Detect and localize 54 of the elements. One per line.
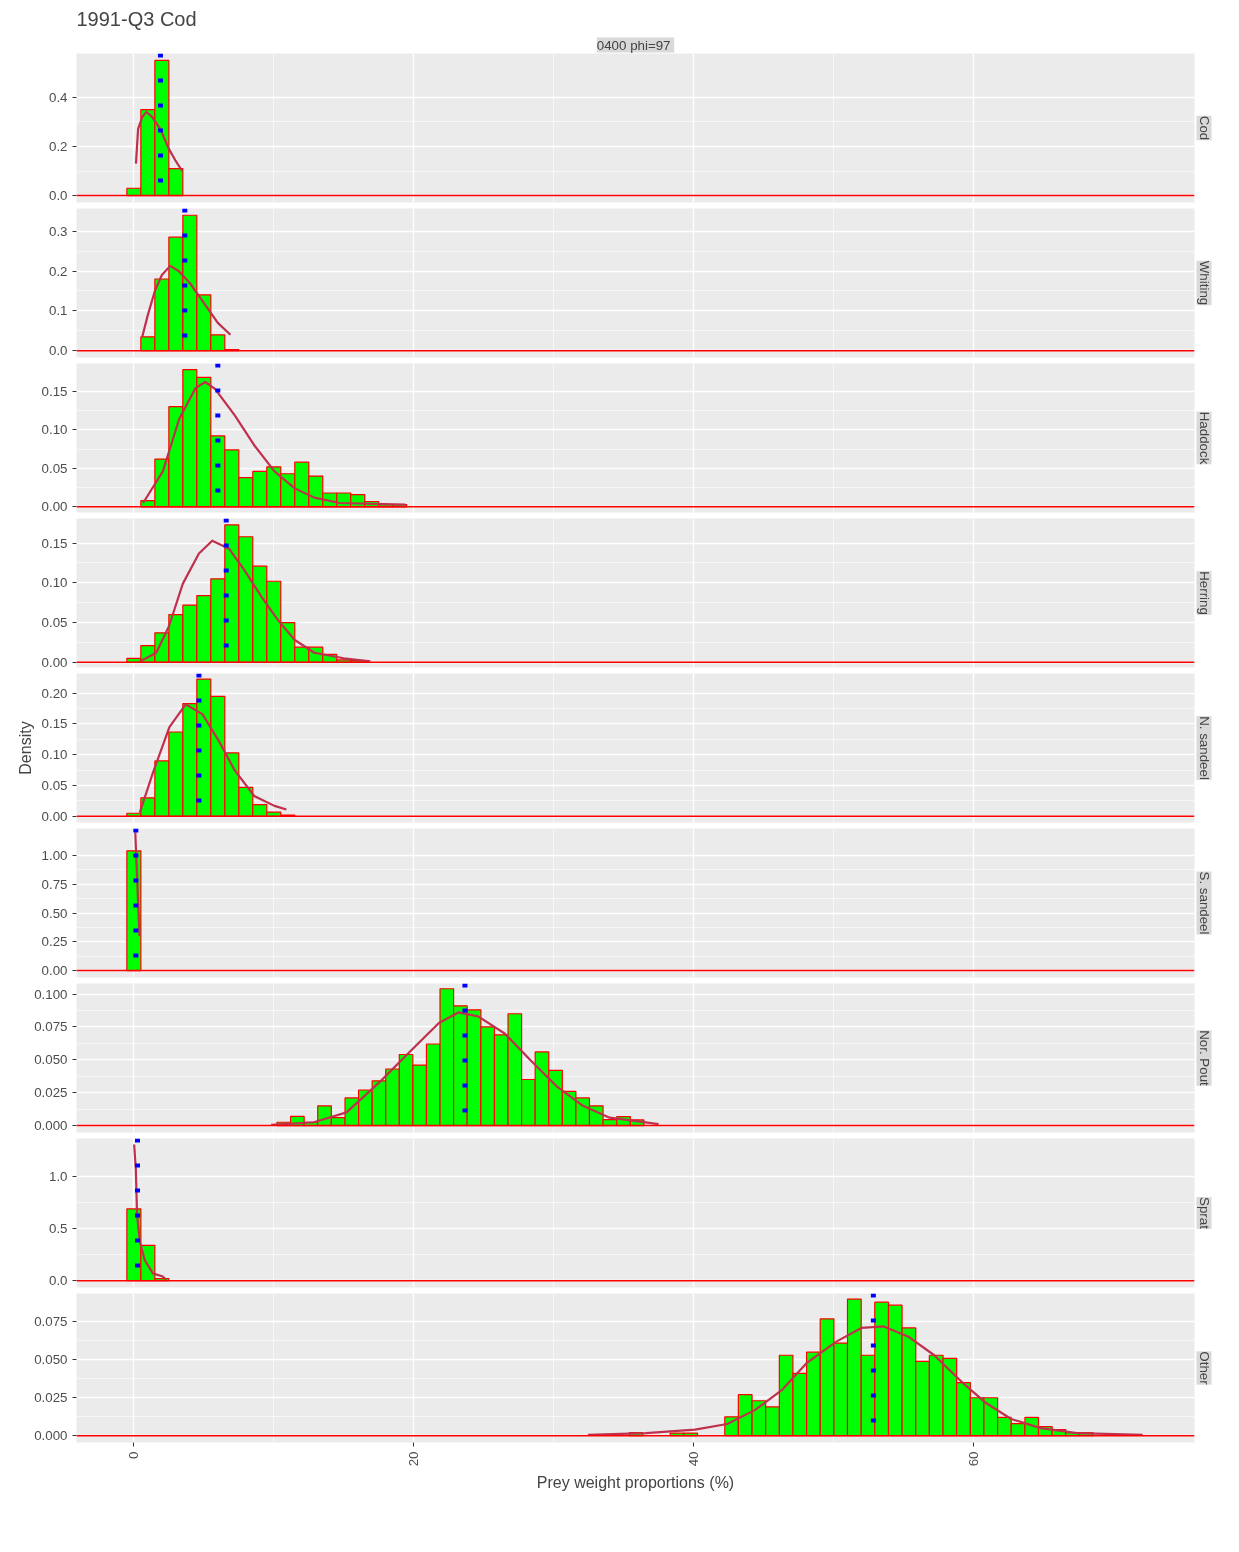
x-tick-label: 40 <box>686 1451 702 1467</box>
y-tick-label: 0.10 <box>41 575 68 591</box>
x-tick-label: 20 <box>406 1451 422 1467</box>
chart-title: 1991-Q3 Cod <box>76 7 197 30</box>
y-tick-label: 1.00 <box>41 847 68 863</box>
y-tick-label: 0.00 <box>41 654 68 670</box>
y2-axis-title: Nor. Pout <box>1196 1030 1212 1087</box>
y-tick-label: 0.075 <box>34 1314 68 1330</box>
y-tick-label: 0.000 <box>34 1118 68 1134</box>
y-tick-label: 0.50 <box>41 905 68 921</box>
y-tick-label: 0.025 <box>34 1390 68 1406</box>
y-tick-label: 1.0 <box>48 1169 68 1185</box>
y2-axis-title: Haddock <box>1196 411 1212 465</box>
x-tick-label: 60 <box>965 1451 981 1467</box>
y-tick-label: 0.075 <box>34 1019 68 1035</box>
y-tick-label: 0.10 <box>41 747 68 763</box>
y-axis-title: Density <box>16 721 34 775</box>
y2-axis-title: N. sandeel <box>1196 716 1212 780</box>
y-tick-label: 0.05 <box>41 460 68 476</box>
y2-axis-title: Sprat <box>1196 1197 1212 1230</box>
y-tick-label: 0.025 <box>34 1085 68 1101</box>
y-tick-label: 0.00 <box>41 808 68 824</box>
y-tick-label: 0.75 <box>41 876 68 892</box>
x-axis-title: Prey weight proportions (%) <box>536 1474 735 1492</box>
y2-axis-title: Herring <box>1196 571 1212 615</box>
y-tick-label: 0.0 <box>48 1273 68 1289</box>
y-tick-label: 0.2 <box>48 138 68 154</box>
y-tick-label: 0.0 <box>48 188 68 204</box>
y2-axis-title: Other <box>1196 1351 1212 1386</box>
y-tick-label: 0.2 <box>48 263 68 279</box>
y-tick-label: 0.20 <box>41 685 68 701</box>
y-tick-label: 0.10 <box>41 422 68 438</box>
y-tick-label: 0.1 <box>48 303 68 319</box>
y-tick-label: 0.4 <box>48 89 69 105</box>
y-tick-label: 0.3 <box>48 223 68 239</box>
text: 0400 phi=97 <box>596 37 671 53</box>
y-tick-label: 0.00 <box>41 963 68 979</box>
y-tick-label: 0.0 <box>48 343 68 359</box>
y2-axis-title: Cod <box>1196 115 1212 141</box>
y-tick-label: 0.100 <box>34 986 68 1002</box>
y-tick-label: 0.00 <box>41 499 68 515</box>
y-tick-label: 0.000 <box>34 1428 68 1444</box>
x-tick-label: 0 <box>126 1451 142 1459</box>
y-tick-label: 0.05 <box>41 778 68 794</box>
y-tick-label: 0.15 <box>41 716 68 732</box>
y-tick-label: 0.050 <box>34 1052 68 1068</box>
y-tick-label: 0.15 <box>41 383 68 399</box>
y2-axis-title: Whiting <box>1196 260 1212 306</box>
y2-axis-title: S. sandeel <box>1196 871 1212 935</box>
y-tick-label: 0.05 <box>41 615 68 631</box>
y-tick-label: 0.050 <box>34 1352 68 1368</box>
y-tick-label: 0.25 <box>41 934 68 950</box>
y-tick-label: 0.15 <box>41 535 68 551</box>
y-tick-label: 0.5 <box>48 1221 68 1237</box>
